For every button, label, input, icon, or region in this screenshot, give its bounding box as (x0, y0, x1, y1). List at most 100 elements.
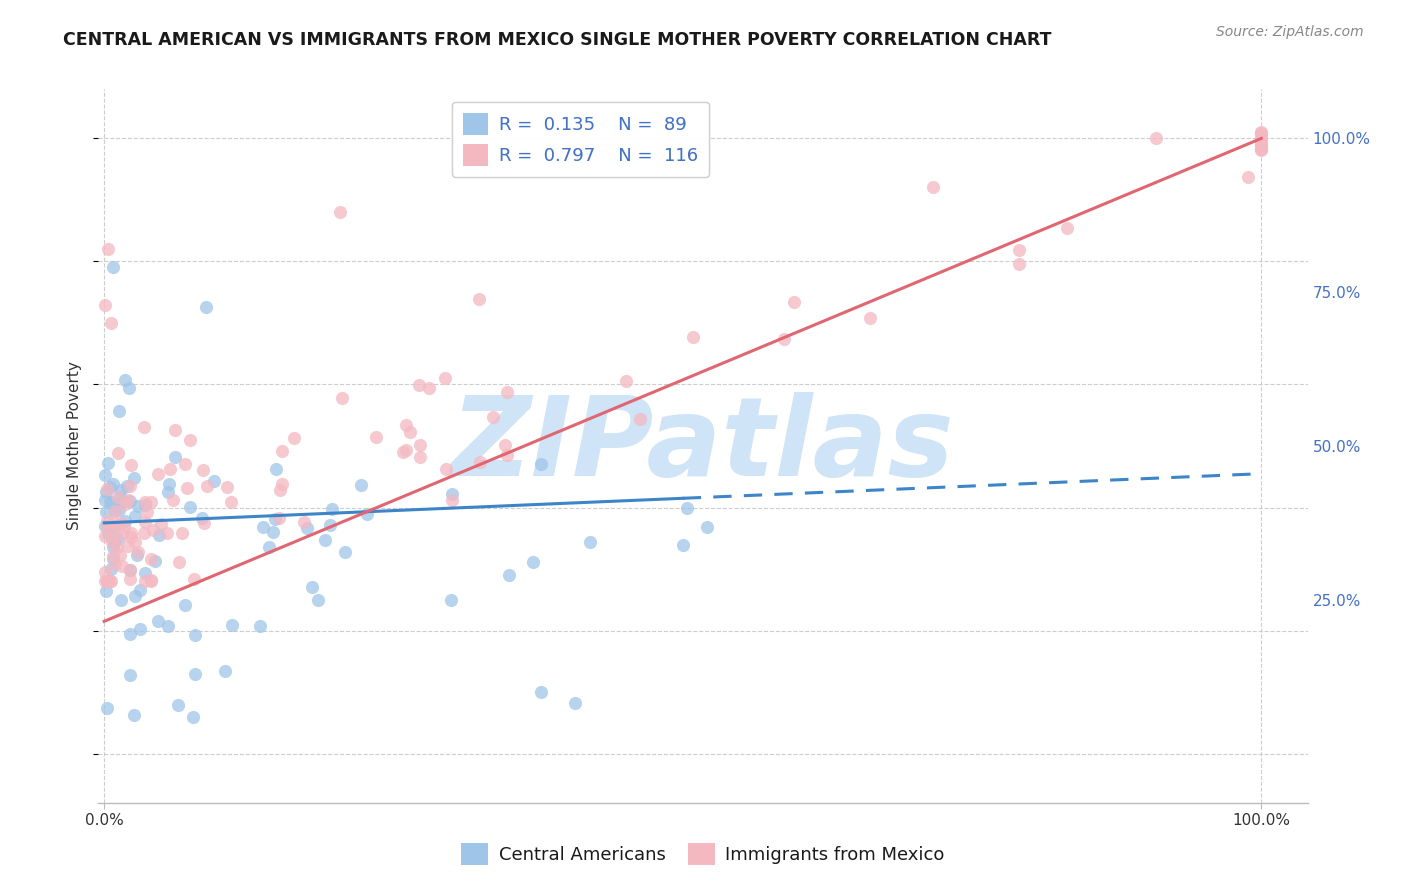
Point (468, 293, 491, 307)
Point (124, 508, 146, 523)
Point (114, 373, 136, 387)
Point (103, 535, 125, 549)
Point (104, 503, 127, 517)
Point (159, 462, 181, 476)
Point (696, 520, 718, 534)
Point (1250, 141, 1272, 155)
Point (96, 701, 118, 715)
Point (167, 698, 190, 713)
Point (96, 514, 118, 528)
Point (94, 518, 117, 533)
Point (195, 479, 218, 493)
Point (111, 527, 134, 541)
Point (94, 468, 117, 483)
Point (468, 455, 491, 469)
Point (112, 519, 135, 533)
Point (366, 430, 388, 444)
Point (96, 521, 118, 535)
Point (107, 446, 129, 460)
Point (399, 425, 422, 440)
Point (418, 381, 440, 395)
Point (98, 574, 121, 589)
Point (149, 517, 172, 532)
Point (271, 477, 294, 491)
Point (110, 558, 132, 573)
Point (530, 457, 553, 471)
Point (103, 516, 125, 530)
Point (183, 572, 205, 586)
Point (433, 371, 456, 385)
Point (118, 381, 141, 395)
Point (157, 619, 180, 633)
Point (134, 574, 156, 589)
Point (195, 300, 218, 314)
Point (214, 664, 236, 678)
Point (103, 518, 125, 533)
Point (117, 539, 139, 553)
Point (103, 519, 125, 533)
Point (783, 295, 806, 310)
Point (1008, 257, 1031, 271)
Point (96, 483, 118, 497)
Point (271, 444, 294, 458)
Point (156, 526, 179, 541)
Point (143, 554, 166, 568)
Point (184, 627, 207, 641)
Point (321, 502, 343, 516)
Point (922, 180, 945, 194)
Point (157, 477, 180, 491)
Point (1250, 142, 1272, 156)
Point (120, 667, 142, 681)
Point (104, 502, 127, 516)
Point (128, 622, 150, 636)
Point (101, 535, 124, 549)
Point (283, 431, 305, 445)
Point (107, 490, 129, 504)
Point (101, 476, 124, 491)
Point (481, 410, 503, 425)
Point (330, 392, 353, 406)
Point (263, 512, 285, 526)
Point (111, 494, 134, 508)
Point (181, 710, 204, 724)
Point (124, 589, 146, 603)
Point (142, 523, 165, 537)
Point (436, 461, 458, 475)
Point (773, 332, 796, 346)
Point (165, 423, 187, 437)
Point (174, 598, 197, 612)
Point (395, 417, 418, 432)
Point (136, 505, 159, 519)
Text: CENTRAL AMERICAN VS IMMIGRANTS FROM MEXICO SINGLE MOTHER POVERTY CORRELATION CHA: CENTRAL AMERICAN VS IMMIGRANTS FROM MEXI… (63, 31, 1052, 49)
Point (522, 555, 544, 569)
Point (252, 520, 274, 534)
Point (564, 696, 586, 710)
Legend: R =  0.135    N =  89, R =  0.797    N =  116: R = 0.135 N = 89, R = 0.797 N = 116 (453, 102, 709, 177)
Point (97, 574, 120, 589)
Point (292, 515, 315, 529)
Point (127, 548, 149, 562)
Point (262, 525, 284, 540)
Point (100, 562, 122, 576)
Point (94, 584, 117, 599)
Point (94, 565, 117, 579)
Point (108, 503, 131, 517)
Point (295, 521, 318, 535)
Point (494, 438, 516, 452)
Point (409, 438, 432, 452)
Point (1144, 131, 1167, 145)
Point (221, 495, 243, 509)
Point (97, 526, 120, 541)
Point (134, 566, 156, 580)
Point (132, 420, 155, 434)
Point (118, 479, 141, 493)
Point (672, 538, 695, 552)
Point (120, 530, 142, 544)
Point (257, 540, 280, 554)
Point (96, 574, 118, 589)
Point (105, 540, 128, 554)
Point (120, 525, 142, 540)
Point (440, 593, 463, 607)
Point (221, 617, 243, 632)
Point (115, 479, 138, 493)
